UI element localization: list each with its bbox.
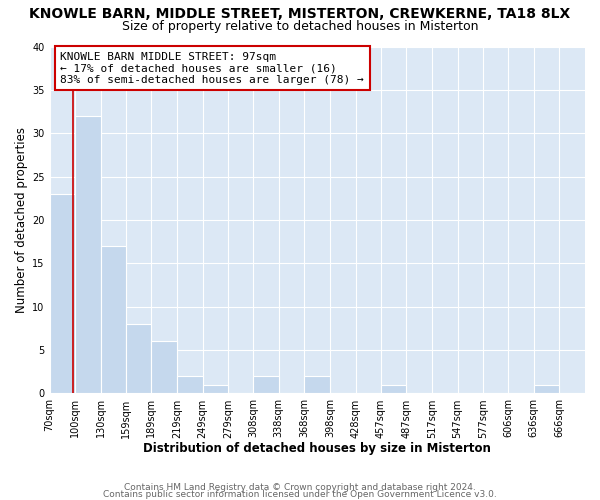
Bar (177, 376, 203, 394)
Text: Contains public sector information licensed under the Open Government Licence v3: Contains public sector information licen… (103, 490, 497, 499)
Bar (533, 385, 559, 394)
Text: Contains HM Land Registry data © Crown copyright and database right 2024.: Contains HM Land Registry data © Crown c… (124, 484, 476, 492)
Text: KNOWLE BARN, MIDDLE STREET, MISTERTON, CREWKERNE, TA18 8LX: KNOWLE BARN, MIDDLE STREET, MISTERTON, C… (29, 8, 571, 22)
Bar (50, 194, 75, 394)
Bar (203, 385, 229, 394)
Bar (304, 376, 330, 394)
Text: Size of property relative to detached houses in Misterton: Size of property relative to detached ho… (122, 20, 478, 33)
Bar (380, 385, 406, 394)
Bar (253, 376, 279, 394)
Y-axis label: Number of detached properties: Number of detached properties (15, 127, 28, 313)
Bar (151, 342, 177, 394)
Bar (125, 324, 151, 394)
Bar (75, 116, 101, 394)
Bar (101, 246, 125, 394)
Text: KNOWLE BARN MIDDLE STREET: 97sqm
← 17% of detached houses are smaller (16)
83% o: KNOWLE BARN MIDDLE STREET: 97sqm ← 17% o… (60, 52, 364, 85)
X-axis label: Distribution of detached houses by size in Misterton: Distribution of detached houses by size … (143, 442, 491, 455)
